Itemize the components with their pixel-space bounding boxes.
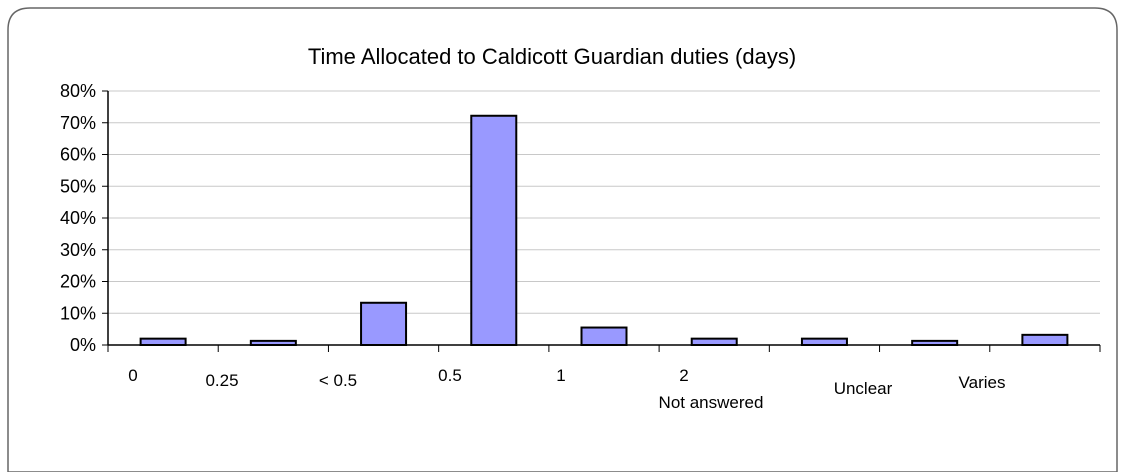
bar-0 bbox=[139, 337, 187, 346]
y-tick-label: 70% bbox=[60, 113, 96, 133]
x-tick-label: 2 bbox=[679, 366, 688, 385]
gridlines bbox=[108, 90, 1100, 314]
x-tick-label: 0 bbox=[128, 366, 137, 385]
x-tick-label: 1 bbox=[556, 366, 565, 385]
x-tick-label: Not answered bbox=[659, 393, 764, 412]
x-tick-label: 0.5 bbox=[438, 366, 462, 385]
x-tick-label: Unclear bbox=[834, 379, 893, 398]
y-tick-label: 30% bbox=[60, 240, 96, 260]
x-tick-label: < 0.5 bbox=[319, 371, 357, 390]
bar-2 bbox=[690, 337, 738, 346]
axes bbox=[102, 90, 1101, 352]
bar-not-answered bbox=[800, 337, 848, 346]
y-tick-label: 0% bbox=[70, 335, 96, 355]
y-tick-label: 20% bbox=[60, 272, 96, 292]
chart-title: Time Allocated to Caldicott Guardian dut… bbox=[308, 44, 796, 69]
y-tick-label: 80% bbox=[60, 81, 96, 101]
x-tick-label: 0.25 bbox=[205, 371, 238, 390]
bar-0-5 bbox=[470, 114, 518, 346]
y-tick-label: 60% bbox=[60, 145, 96, 165]
bar-1 bbox=[580, 326, 628, 347]
y-tick-labels: 0% 10% 20% 30% 40% 50% 60% 70% 80% bbox=[60, 81, 96, 355]
x-tick-label: Varies bbox=[959, 373, 1006, 392]
bar-0-5 bbox=[360, 301, 408, 346]
bar-varies bbox=[1021, 333, 1069, 346]
y-tick-label: 10% bbox=[60, 303, 96, 323]
y-tick-label: 50% bbox=[60, 176, 96, 196]
y-tick-label: 40% bbox=[60, 208, 96, 228]
chart-frame bbox=[7, 7, 1118, 472]
x-tick-labels: 0 0.25 < 0.5 0.5 1 2 Not answered Unclear Varies bbox=[128, 366, 1005, 412]
